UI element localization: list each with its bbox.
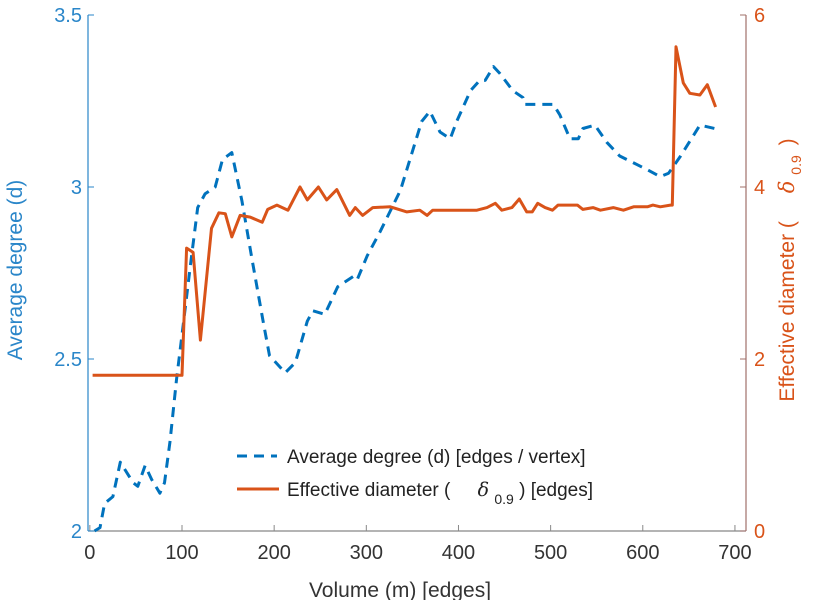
left-y-axis-label: Average degree (d) xyxy=(4,180,27,361)
average-degree-point xyxy=(479,80,480,81)
average-degree-point xyxy=(553,104,554,105)
right-y-tick-label: 0 xyxy=(754,521,765,543)
right-y-tick-label: 4 xyxy=(754,177,765,199)
legend-prefix: Effective diameter ( xyxy=(287,480,451,501)
average-degree-point xyxy=(569,138,570,139)
x-tick-label: 600 xyxy=(626,542,659,564)
x-tick-label: 700 xyxy=(718,542,751,564)
legend-delta: δ xyxy=(478,479,489,501)
right-y-tick-label: 2 xyxy=(754,349,765,371)
right-y-axis-label: Effective diameter ( δ 0.9 ) xyxy=(775,138,806,401)
legend-sub: 0.9 xyxy=(494,491,514,507)
average-degree-point xyxy=(252,259,253,260)
left-y-tick-label: 3.5 xyxy=(54,5,82,27)
series xyxy=(92,45,718,533)
legend-label-average-degree: Average degree (d) [edges / vertex] xyxy=(287,447,586,468)
x-tick-label: 400 xyxy=(442,542,475,564)
right-y-tick-label: 6 xyxy=(754,5,765,27)
legend: Average degree (d) [edges / vertex] Effe… xyxy=(237,447,593,509)
average-degree-point xyxy=(470,90,471,91)
series-effective-diameter-line xyxy=(92,45,718,377)
average-degree-point xyxy=(324,314,325,315)
left-y-tick-label: 2.5 xyxy=(54,349,82,371)
average-degree-point xyxy=(133,482,134,483)
right-label-delta: δ xyxy=(775,181,799,194)
x-tick-label: 100 xyxy=(165,542,198,564)
average-degree-point xyxy=(190,266,191,267)
average-degree-point xyxy=(536,104,537,105)
x-tick-label: 500 xyxy=(534,542,567,564)
average-degree-point xyxy=(699,125,700,126)
x-tick-label: 200 xyxy=(257,542,290,564)
x-tick-label: 0 xyxy=(84,542,95,564)
average-degree-point xyxy=(660,176,661,177)
average-degree-point xyxy=(524,104,525,105)
average-degree-point xyxy=(512,90,513,91)
average-degree-point xyxy=(104,503,105,504)
legend-label-effective-diameter: Effective diameter ( δ 0.9 ) [edges] xyxy=(287,479,593,509)
series-average-degree-line xyxy=(93,65,716,533)
axes xyxy=(87,15,747,532)
legend-suffix: ) [edges] xyxy=(519,480,593,501)
average-degree-point xyxy=(647,169,648,170)
average-degree-point xyxy=(456,121,457,122)
right-label-sub: 0.9 xyxy=(788,155,804,175)
average-degree-point xyxy=(450,138,451,139)
x-axis-label: Volume (m) [edges] xyxy=(309,579,491,600)
average-degree-point xyxy=(285,372,286,373)
average-degree-point xyxy=(594,125,595,126)
average-degree-point xyxy=(357,279,358,280)
right-label-prefix: Effective diameter ( xyxy=(776,221,799,402)
average-degree-point xyxy=(429,111,430,112)
average-degree-point xyxy=(222,159,223,160)
average-degree-point xyxy=(400,190,401,191)
left-y-tick-label: 2 xyxy=(71,521,82,543)
average-degree-point xyxy=(295,362,296,363)
x-tick-label: 300 xyxy=(350,542,383,564)
left-y-tick-label: 3 xyxy=(71,177,82,199)
right-label-suffix: ) xyxy=(776,138,799,145)
svg-text:Effective diameter ( δ: Effective diameter ( δ 0.9 ) xyxy=(775,138,806,401)
